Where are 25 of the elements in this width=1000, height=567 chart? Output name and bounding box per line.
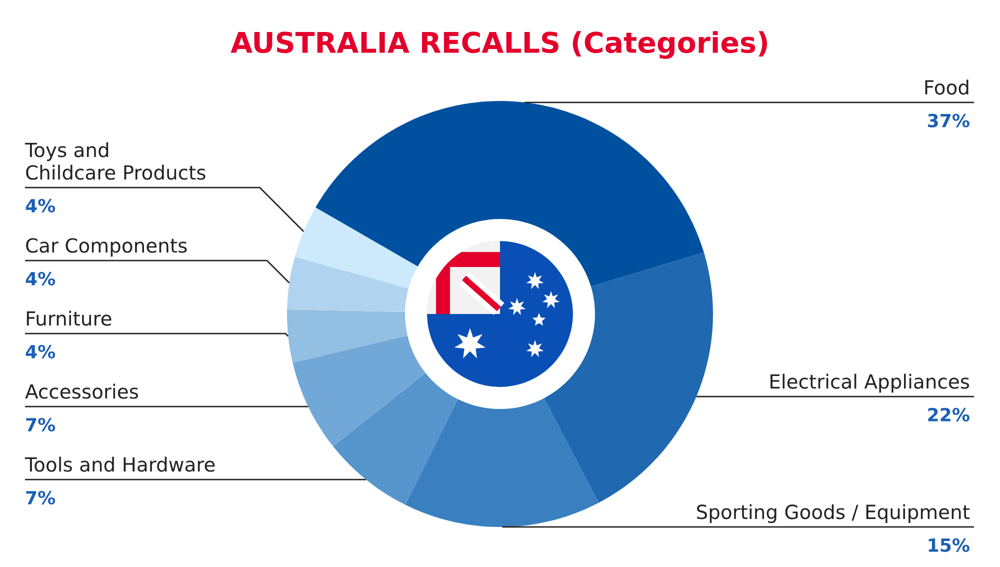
chart-title: AUSTRALIA RECALLS (Categories) (230, 31, 768, 59)
data-label: 7% (26, 418, 56, 432)
donut-slice (316, 101, 704, 287)
slice-label: Accessories (25, 384, 138, 399)
data-label: 37% (928, 114, 970, 128)
donut-slice (287, 310, 408, 363)
slice-label: Sporting Goods / Equipment (697, 504, 970, 524)
data-label: 7% (26, 490, 56, 505)
donut-slice (544, 252, 713, 503)
donut-slice (405, 398, 599, 527)
data-label: 4% (26, 198, 56, 213)
donut-slice (294, 208, 418, 288)
donut-slice (287, 256, 408, 312)
slice-label: Toys and Childcare Products (24, 142, 206, 180)
data-label: 22% (928, 408, 970, 422)
slice-label: Electrical Appliances (770, 374, 970, 393)
data-label: 4% (26, 344, 56, 359)
data-label: 15% (928, 538, 970, 552)
slice-label: Tools and Hardware (24, 456, 215, 472)
donut-slice (292, 336, 426, 446)
slice-label: Car Components (26, 238, 187, 257)
slice-label: Furniture (26, 310, 112, 326)
slice-label: Food (925, 80, 968, 95)
donut-slice (333, 373, 458, 505)
data-label: 4% (26, 272, 56, 286)
